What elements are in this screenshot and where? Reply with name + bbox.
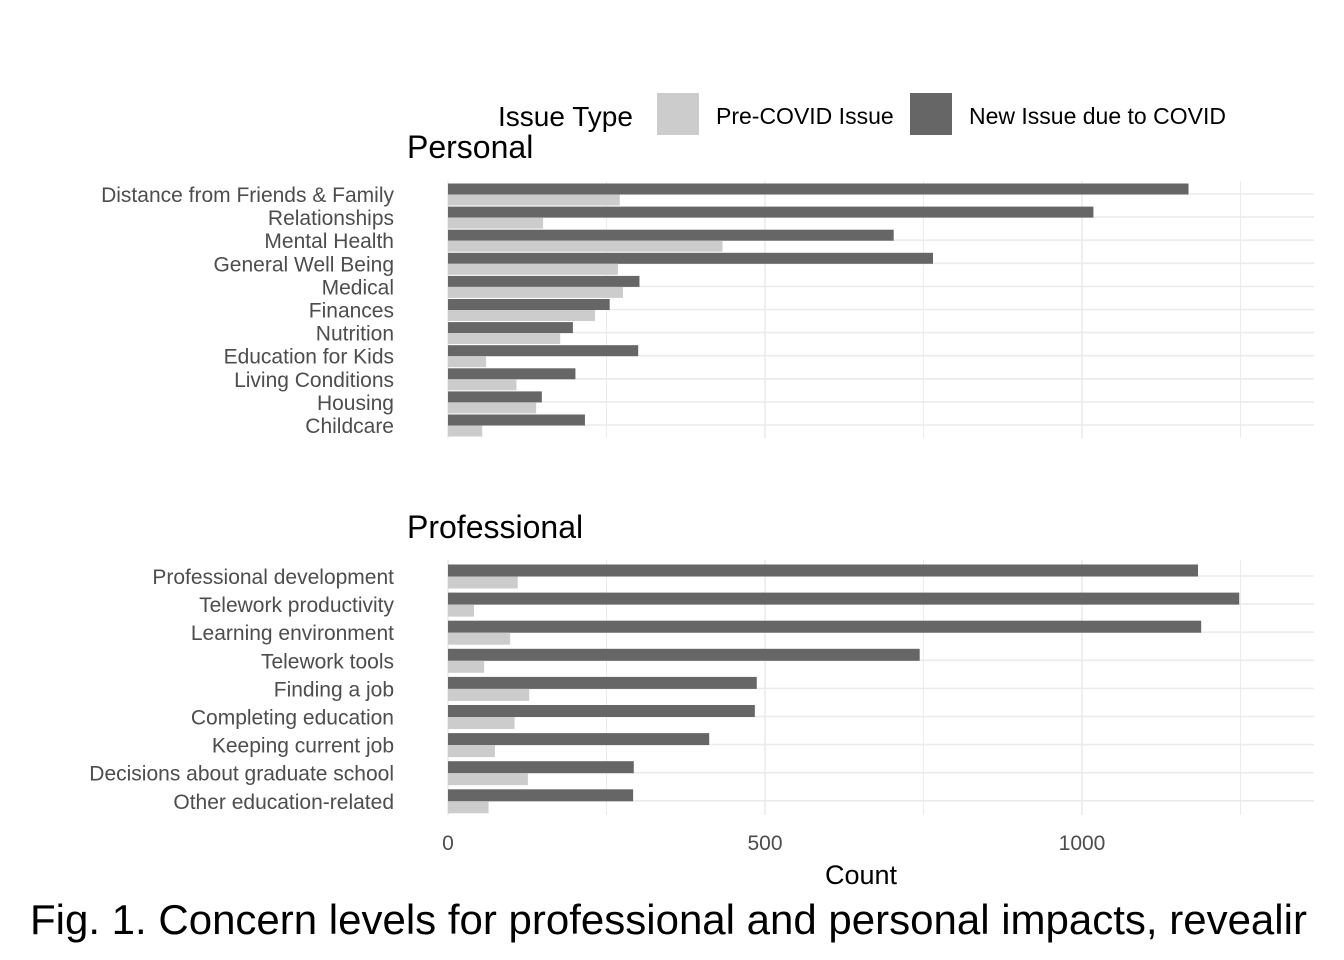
- bar: [448, 705, 755, 717]
- bar: [448, 402, 537, 414]
- panel-title: Professional: [407, 509, 583, 545]
- bar: [448, 379, 517, 391]
- category-label: Distance from Friends & Family: [101, 184, 394, 207]
- bar: [448, 356, 487, 368]
- legend-title: Issue Type: [498, 101, 633, 132]
- bar: [448, 717, 515, 729]
- category-label: Housing: [317, 392, 394, 415]
- bar: [448, 333, 561, 345]
- bar: [448, 576, 518, 589]
- bar: [448, 368, 576, 380]
- bar: [448, 322, 573, 334]
- bar: [448, 801, 489, 814]
- category-label: Finances: [309, 300, 394, 323]
- bar: [448, 252, 934, 264]
- bar: [448, 676, 757, 689]
- bar: [448, 229, 894, 241]
- bar: [448, 604, 474, 617]
- category-label: Telework tools: [261, 650, 394, 673]
- legend-key: [910, 93, 952, 135]
- category-label: Completing education: [191, 707, 394, 730]
- bar: [448, 648, 920, 661]
- bar: [448, 620, 1202, 633]
- category-label: Keeping current job: [212, 735, 394, 758]
- category-label: Living Conditions: [234, 369, 394, 392]
- bar: [448, 194, 620, 206]
- legend-label: New Issue due to COVID: [969, 103, 1226, 129]
- bar: [448, 688, 530, 701]
- bar: [448, 240, 723, 252]
- legend-label: Pre-COVID Issue: [716, 103, 894, 129]
- bar: [448, 789, 634, 802]
- bar: [448, 286, 623, 298]
- category-label: Learning environment: [191, 622, 394, 645]
- bar: [448, 206, 1094, 218]
- bar: [448, 592, 1240, 605]
- category-label: Nutrition: [316, 323, 394, 346]
- bar: [448, 310, 596, 321]
- category-label: Medical: [322, 276, 394, 299]
- legend-key: [657, 93, 699, 135]
- bar: [448, 275, 640, 287]
- bar: [448, 733, 710, 746]
- bar: [448, 660, 485, 673]
- bar: [448, 345, 639, 357]
- category-label: Decisions about graduate school: [89, 763, 394, 786]
- category-label: Telework productivity: [199, 594, 394, 617]
- x-tick-label: 500: [747, 832, 782, 855]
- bar: [448, 299, 610, 310]
- category-label: Other education-related: [173, 791, 394, 814]
- category-label: Childcare: [305, 415, 394, 438]
- bar: [448, 773, 528, 786]
- category-label: Finding a job: [274, 678, 394, 701]
- category-label: Education for Kids: [224, 346, 394, 369]
- x-tick-label: 1000: [1059, 832, 1106, 855]
- bar: [448, 761, 634, 774]
- panel-title: Personal: [407, 129, 533, 165]
- category-label: Mental Health: [264, 230, 394, 253]
- bar: [448, 632, 511, 645]
- category-label: General Well Being: [213, 253, 394, 276]
- bar: [448, 217, 544, 229]
- category-label: Professional development: [152, 566, 394, 589]
- category-label: Relationships: [268, 207, 394, 230]
- x-tick-label: 0: [442, 832, 454, 855]
- bar: [448, 745, 495, 758]
- bar: [448, 564, 1199, 577]
- bar: [448, 183, 1189, 195]
- bar: [448, 414, 585, 426]
- bar: [448, 425, 483, 437]
- figure-caption: Fig. 1. Concern levels for professional …: [30, 896, 1307, 943]
- x-axis-label: Count: [825, 860, 898, 890]
- bar: [448, 391, 542, 403]
- bar: [448, 263, 618, 275]
